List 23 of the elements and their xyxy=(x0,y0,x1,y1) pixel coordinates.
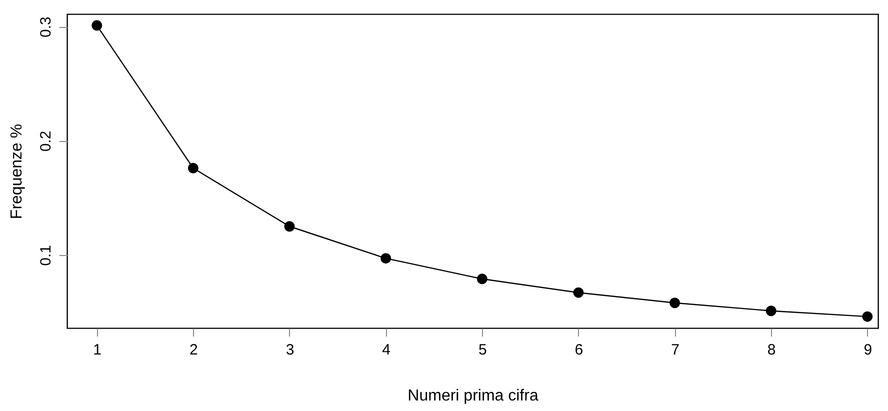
x-tick-label: 8 xyxy=(767,342,776,358)
x-tick-label: 7 xyxy=(671,342,680,358)
point xyxy=(284,221,295,232)
x-tick-label: 4 xyxy=(382,342,390,358)
x-tick-label: 2 xyxy=(190,342,198,358)
y-tick-label: 0.3 xyxy=(38,16,54,38)
y-tick-label: 0.2 xyxy=(38,130,54,152)
x-tick-label: 9 xyxy=(864,342,872,358)
x-tick-label: 5 xyxy=(478,342,487,358)
y-axis-title: Frequenze % xyxy=(8,124,26,220)
x-tick-label: 3 xyxy=(286,342,294,358)
point xyxy=(766,306,776,316)
y-tick-label: 0.1 xyxy=(38,244,54,266)
point xyxy=(862,311,873,322)
point xyxy=(573,287,584,298)
point xyxy=(188,162,198,174)
point xyxy=(670,298,680,308)
point xyxy=(92,20,102,31)
point xyxy=(476,274,488,284)
x-tick-label: 6 xyxy=(574,342,584,358)
x-tick-label: 1 xyxy=(93,342,102,358)
point xyxy=(380,253,392,264)
x-axis-title: Numeri prima cifra xyxy=(408,388,538,404)
